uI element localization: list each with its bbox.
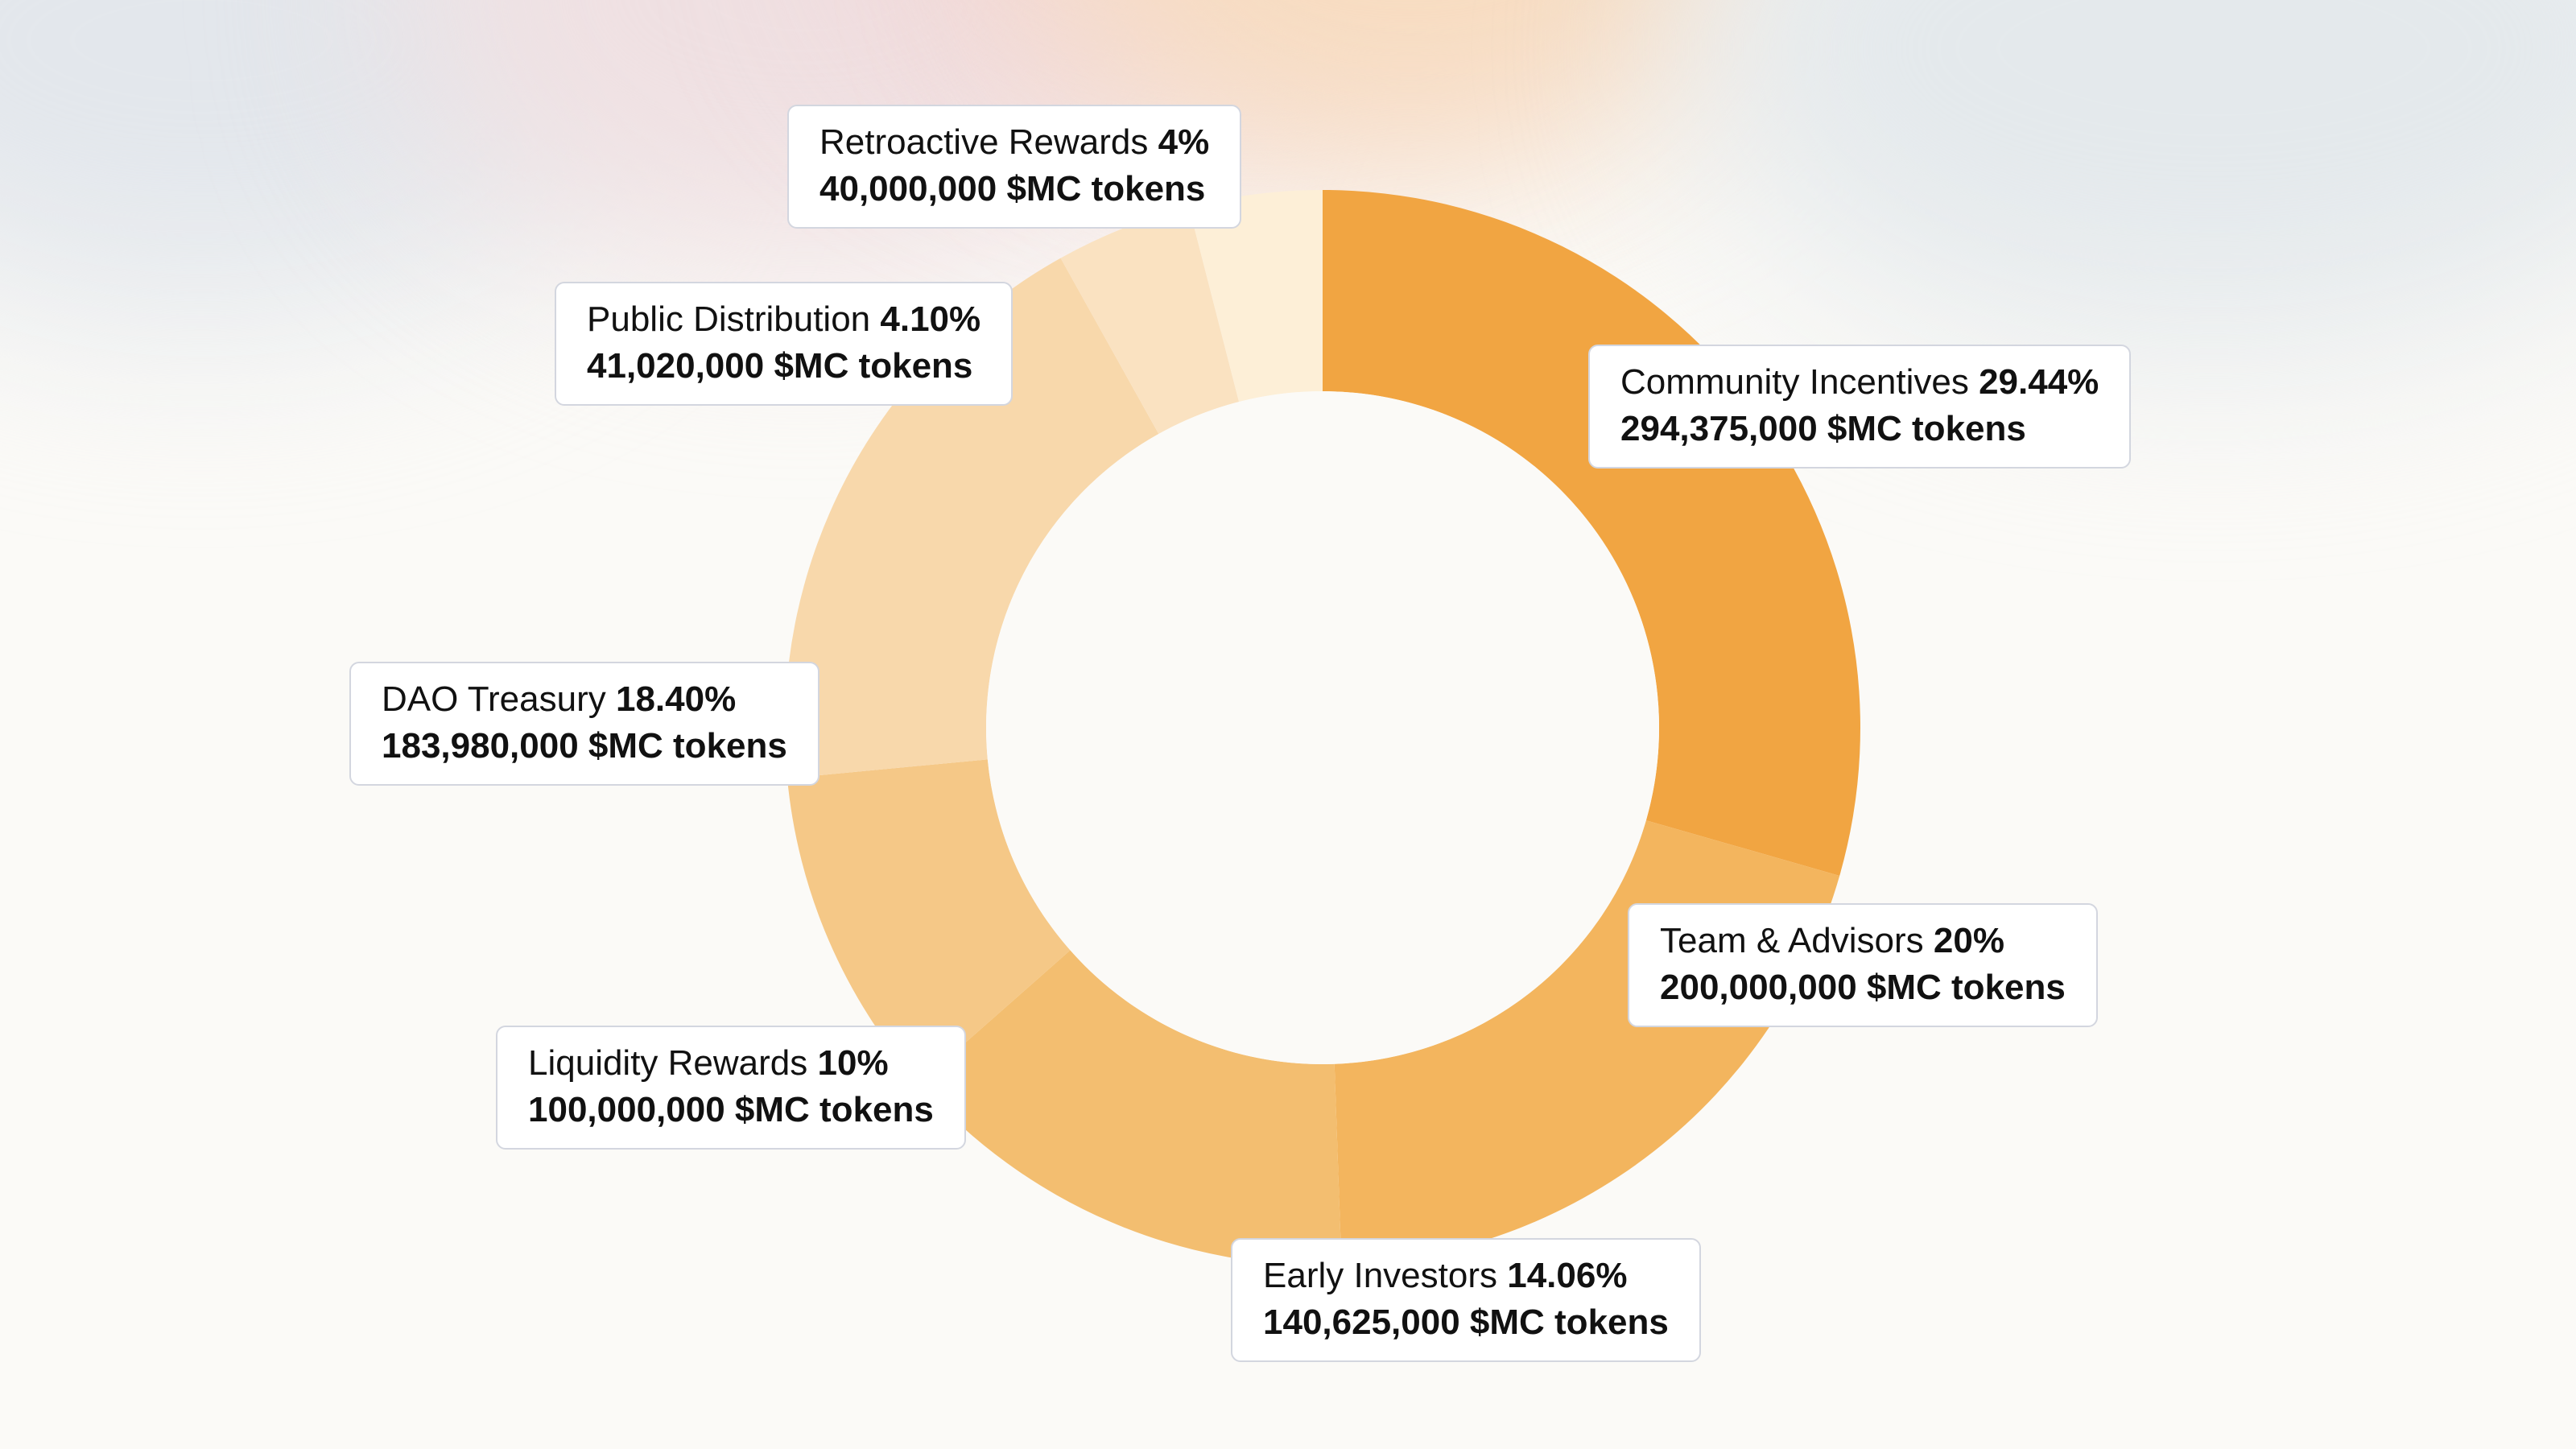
slice-public-distribution: [1060, 206, 1240, 434]
label-community-incentives: Community Incentives 29.44% 294,375,000 …: [1588, 345, 2132, 469]
slice-early-investors: [919, 950, 1342, 1265]
label-liquidity-rewards: Liquidity Rewards 10% 100,000,000 $MC to…: [496, 1026, 966, 1150]
slice-percent: 29.44%: [1979, 362, 2099, 402]
slice-tokens: 100,000,000 $MC tokens: [528, 1090, 934, 1129]
donut-hole: [986, 391, 1659, 1064]
slice-tokens: 183,980,000 $MC tokens: [382, 726, 787, 766]
label-public-distribution: Public Distribution 4.10% 41,020,000 $MC…: [555, 282, 1013, 406]
slice-tokens: 40,000,000 $MC tokens: [819, 169, 1206, 208]
slice-name: Early Investors: [1263, 1256, 1497, 1295]
slice-name: Team & Advisors: [1660, 921, 1924, 960]
slice-percent: 4%: [1158, 122, 1210, 162]
slice-percent: 14.06%: [1507, 1256, 1628, 1295]
label-retroactive-rewards: Retroactive Rewards 4% 40,000,000 $MC to…: [787, 105, 1242, 229]
slice-tokens: 140,625,000 $MC tokens: [1263, 1302, 1669, 1342]
slice-name: Retroactive Rewards: [819, 122, 1149, 162]
slice-tokens: 41,020,000 $MC tokens: [587, 346, 973, 386]
slice-name: Liquidity Rewards: [528, 1043, 808, 1083]
slice-percent: 20%: [1933, 921, 2004, 960]
label-early-investors: Early Investors 14.06% 140,625,000 $MC t…: [1231, 1238, 1701, 1362]
slice-liquidity-rewards: [786, 759, 1071, 1084]
slice-name: Public Distribution: [587, 299, 871, 339]
slice-dao-treasury: [785, 258, 1159, 778]
slice-tokens: 200,000,000 $MC tokens: [1660, 968, 2066, 1007]
slice-percent: 18.40%: [615, 679, 737, 719]
slice-tokens: 294,375,000 $MC tokens: [1620, 409, 2026, 448]
label-dao-treasury: DAO Treasury 18.40% 183,980,000 $MC toke…: [349, 662, 819, 786]
slice-name: DAO Treasury: [382, 679, 606, 719]
slice-percent: 10%: [817, 1043, 889, 1083]
slice-retroactive-rewards: [1188, 190, 1323, 402]
slice-percent: 4.10%: [880, 299, 981, 339]
slice-name: Community Incentives: [1620, 362, 1969, 402]
label-team-advisors: Team & Advisors 20% 200,000,000 $MC toke…: [1628, 903, 2098, 1027]
slice-community-incentives: [1323, 190, 1860, 876]
